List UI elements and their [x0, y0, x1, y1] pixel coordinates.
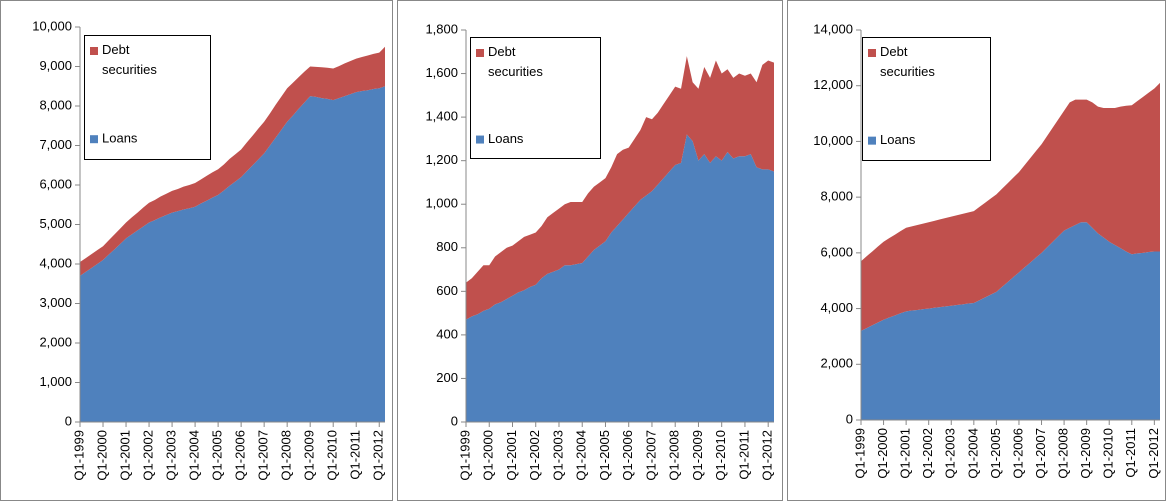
x-tick-label: Q1-2008 [1056, 428, 1071, 479]
y-tick-label: 4,000 [820, 300, 853, 315]
y-tick-label: 7,000 [39, 137, 72, 152]
x-tick-label: Q1-1999 [852, 428, 867, 479]
x-tick-label: Q1-2003 [943, 428, 958, 479]
x-tick-label: Q1-2008 [667, 430, 682, 481]
area [466, 56, 774, 320]
legend-swatch [90, 135, 98, 144]
legend-label: Debt securities [880, 44, 935, 79]
y-tick-label: 9,000 [39, 58, 72, 73]
x-tick-label: Q1-2009 [302, 430, 317, 481]
y-tick-label: 1,000 [425, 196, 458, 211]
y-tick-label: 2,000 [820, 356, 853, 371]
x-tick-label: Q1-2009 [690, 430, 705, 481]
x-tick-label: Q1-2008 [279, 430, 294, 481]
x-tick-label: Q1-2001 [504, 430, 519, 481]
area [861, 82, 1160, 331]
y-tick-label: 0 [65, 413, 72, 428]
y-tick-label: 0 [846, 411, 853, 426]
x-tick-label: Q1-2012 [760, 430, 775, 481]
area [861, 222, 1160, 420]
x-tick-label: Q1-1999 [71, 430, 86, 481]
y-tick-label: 8,000 [820, 189, 853, 204]
x-tick-label: Q1-2012 [1146, 428, 1161, 479]
x-tick-label: Q1-2000 [94, 430, 109, 481]
x-tick-label: Q1-2002 [140, 430, 155, 481]
y-tick-label: 5,000 [39, 216, 72, 231]
area [80, 86, 385, 422]
x-tick-label: Q1-2005 [597, 430, 612, 481]
x-tick-label: Q1-2001 [898, 428, 913, 479]
area [466, 134, 774, 422]
x-tick-label: Q1-2007 [643, 430, 658, 481]
legend-swatch [868, 49, 876, 57]
x-tick-label: Q1-2011 [348, 430, 363, 480]
y-tick-label: 2,000 [39, 334, 72, 349]
x-tick-label: Q1-2010 [713, 430, 728, 481]
x-tick-label: Q1-2006 [233, 430, 248, 481]
x-tick-label: Q1-2009 [1078, 428, 1093, 479]
x-tick-label: Q1-2000 [875, 428, 890, 479]
x-tick-label: Q1-1999 [457, 430, 472, 481]
x-tick-label: Q1-2012 [371, 430, 386, 481]
y-tick-label: 10,000 [813, 133, 853, 148]
legend [84, 35, 211, 160]
x-tick-label: Q1-2007 [256, 430, 271, 481]
x-tick-label: Q1-2003 [550, 430, 565, 481]
x-tick-label: Q1-2010 [325, 430, 340, 481]
y-tick-label: 6,000 [39, 176, 72, 191]
x-tick-label: Q1-2005 [988, 428, 1003, 479]
legend-swatch [476, 49, 484, 57]
x-tick-label: Q1-2000 [481, 430, 496, 481]
x-tick-label: Q1-2003 [164, 430, 179, 481]
x-tick-label: Q1-2004 [574, 430, 589, 481]
legend-swatch [476, 135, 484, 144]
x-tick-label: Q1-2005 [210, 430, 225, 481]
x-tick-label: Q1-2001 [117, 430, 132, 481]
area [80, 46, 385, 276]
y-tick-label: 1,000 [39, 374, 72, 389]
y-tick-label: 10,000 [32, 18, 72, 33]
legend-label: Debt securities [102, 42, 157, 77]
x-tick-label: Q1-2004 [965, 428, 980, 479]
y-tick-label: 600 [436, 283, 458, 298]
y-tick-label: 1,800 [425, 21, 458, 36]
y-tick-label: 4,000 [39, 255, 72, 270]
legend-label: Loans [488, 131, 524, 146]
y-tick-label: 1,600 [425, 65, 458, 80]
x-tick-label: Q1-2002 [527, 430, 542, 481]
legend [862, 37, 991, 161]
legend [470, 37, 601, 159]
y-tick-label: 12,000 [813, 77, 853, 92]
legend-label: Debt securities [488, 44, 543, 79]
y-tick-label: 1,400 [425, 109, 458, 124]
x-tick-label: Q1-2006 [620, 430, 635, 481]
legend-label: Loans [880, 132, 916, 147]
legend-swatch [868, 136, 876, 145]
y-tick-label: 400 [436, 326, 458, 341]
legend-label: Loans [102, 131, 138, 146]
x-tick-label: Q1-2011 [1123, 428, 1138, 478]
x-tick-label: Q1-2011 [736, 430, 751, 480]
x-tick-label: Q1-2006 [1010, 428, 1025, 479]
x-tick-label: Q1-2002 [920, 428, 935, 479]
y-tick-label: 3,000 [39, 295, 72, 310]
y-tick-label: 14,000 [813, 21, 853, 36]
y-tick-label: 1,200 [425, 152, 458, 167]
y-tick-label: 200 [436, 370, 458, 385]
y-tick-label: 0 [451, 413, 458, 428]
y-tick-label: 800 [436, 239, 458, 254]
y-tick-label: 8,000 [39, 97, 72, 112]
y-tick-label: 6,000 [820, 244, 853, 259]
x-tick-label: Q1-2010 [1101, 428, 1116, 479]
legend-swatch [90, 47, 98, 55]
x-tick-label: Q1-2004 [187, 430, 202, 481]
x-tick-label: Q1-2007 [1033, 428, 1048, 479]
